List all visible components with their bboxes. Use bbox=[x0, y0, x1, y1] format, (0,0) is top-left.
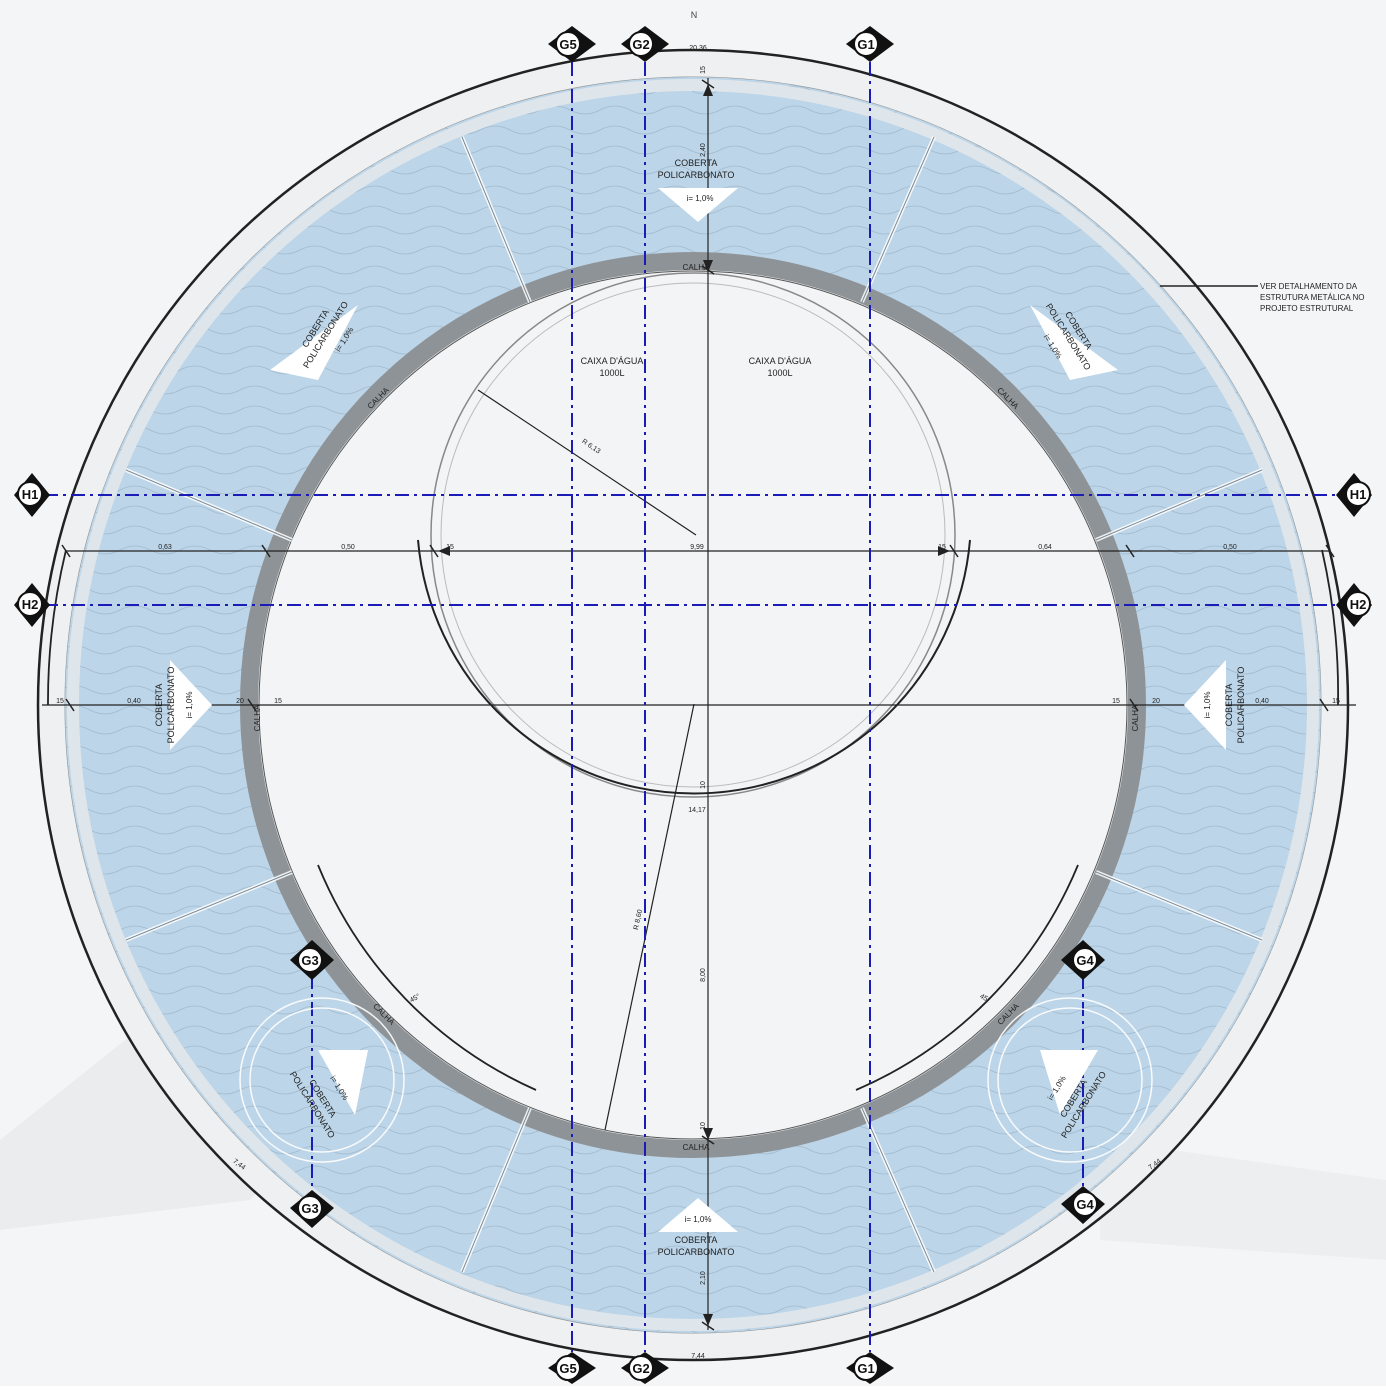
axis-label-g1-bottom: G1 bbox=[857, 1361, 874, 1376]
dim-040-right: 0,40 bbox=[1255, 698, 1269, 705]
roof-label-w-1: COBERTA bbox=[154, 684, 164, 727]
note-line-1: VER DETALHAMENTO DA bbox=[1260, 282, 1358, 291]
inner-arcs bbox=[47, 549, 1339, 1091]
dim-20-left: 20 bbox=[236, 698, 244, 705]
tank-label-right-1: CAIXA D'ÁGUA bbox=[749, 356, 812, 366]
roof-label-bottom-2: POLICARBONATO bbox=[658, 1247, 735, 1257]
axis-label-g4-top: G4 bbox=[1076, 953, 1094, 968]
slope-label-top: i= 1,0% bbox=[687, 194, 714, 203]
gutter-label-bottom: CALHA bbox=[683, 1143, 710, 1152]
dim-15-mid-left: 15 bbox=[274, 698, 282, 705]
dim-15-far-right: 15 bbox=[1332, 698, 1340, 705]
axis-label-g5-bottom: G5 bbox=[559, 1361, 576, 1376]
dim-v-15-top: 15 bbox=[700, 66, 707, 74]
structural-note: VER DETALHAMENTO DA ESTRUTURA METÁLICA N… bbox=[1160, 282, 1364, 313]
grid-axes bbox=[44, 62, 1342, 1352]
axis-marker-g5-bottom bbox=[548, 1352, 596, 1384]
axis-marker-g2-bottom bbox=[621, 1352, 669, 1384]
axis-marker-g1-top bbox=[846, 26, 894, 62]
dim-v-240: 2,40 bbox=[700, 143, 707, 157]
axis-marker-h2-right bbox=[1336, 583, 1372, 627]
axis-label-h2-right: H2 bbox=[1350, 597, 1367, 612]
dimension-lines bbox=[42, 78, 1356, 1330]
axis-label-h1-left: H1 bbox=[22, 487, 39, 502]
axis-marker-g5-top bbox=[548, 26, 596, 62]
dim-15-right: 15 bbox=[938, 544, 946, 551]
roof-label-top-2: POLICARBONATO bbox=[658, 170, 735, 180]
axis-marker-g4-bottom bbox=[1061, 1186, 1105, 1224]
dim-15-mid-right: 15 bbox=[1112, 698, 1120, 705]
axis-marker-g4-top bbox=[1061, 940, 1105, 980]
tank-label-left-2: 1000L bbox=[599, 368, 624, 378]
gutter-label-top: CALHA bbox=[683, 263, 710, 272]
axis-label-g2-bottom: G2 bbox=[632, 1361, 649, 1376]
gutter-label-w: CALHA bbox=[253, 704, 262, 731]
dim-bottom-arc: 7,44 bbox=[691, 1353, 705, 1360]
top-mark: N bbox=[691, 10, 698, 20]
axis-marker-g3-bottom bbox=[290, 1190, 334, 1228]
axis-label-g3-top: G3 bbox=[301, 953, 318, 968]
note-line-2: ESTRUTURA METÁLICA NO bbox=[1260, 293, 1364, 302]
axis-marker-g1-bottom bbox=[846, 1352, 894, 1384]
dim-right-050: 0,50 bbox=[1223, 544, 1237, 551]
axis-label-g3-bottom: G3 bbox=[301, 1201, 318, 1216]
water-tank-labels: CAIXA D'ÁGUA 1000L CAIXA D'ÁGUA 1000L bbox=[581, 356, 812, 378]
dim-15-far-left: 15 bbox=[56, 698, 64, 705]
axis-marker-g2-top bbox=[621, 26, 669, 62]
slope-arrows bbox=[170, 188, 1226, 1232]
roof-label-bottom-1: COBERTA bbox=[675, 1235, 718, 1245]
roof-label-e-2: POLICARBONATO bbox=[1236, 667, 1246, 744]
dim-right-064: 0,64 bbox=[1038, 544, 1052, 551]
dim-top-arc: 20,36 bbox=[689, 45, 707, 52]
axis-marker-g3-top bbox=[290, 940, 334, 980]
arrowheads bbox=[438, 84, 950, 1326]
water-tank-outline bbox=[417, 272, 971, 798]
axis-label-g5-top: G5 bbox=[559, 37, 576, 52]
dim-040-left: 0,40 bbox=[127, 698, 141, 705]
roof-label-e-1: COBERTA bbox=[1224, 684, 1234, 727]
axis-label-g4-bottom: G4 bbox=[1076, 1197, 1094, 1212]
axis-label-h2-left: H2 bbox=[22, 597, 39, 612]
dim-15-left: 15 bbox=[446, 544, 454, 551]
axis-label-h1-right: H1 bbox=[1350, 487, 1367, 502]
dim-v-10-bottom: 10 bbox=[700, 1122, 707, 1130]
dim-v-210: 2,10 bbox=[700, 1271, 707, 1285]
slope-label-bottom: i= 1,0% bbox=[685, 1215, 712, 1224]
slope-label-e: i= 1,0% bbox=[1203, 692, 1212, 719]
roof-segment-outlines bbox=[125, 136, 1263, 1273]
axis-labels: G5 G2 G1 G5 G2 G1 H1 H2 H1 H2 G3 G3 G4 G… bbox=[22, 37, 1367, 1376]
axis-marker-h2-left bbox=[14, 583, 50, 627]
dim-left-050: 0,50 bbox=[341, 544, 355, 551]
slope-label-w: i= 1,0% bbox=[185, 692, 194, 719]
axis-markers bbox=[14, 26, 1372, 1384]
gutter-label-e: CALHA bbox=[1131, 704, 1140, 731]
column-rings bbox=[239, 997, 1153, 1163]
tank-label-left-1: CAIXA D'ÁGUA bbox=[581, 356, 644, 366]
dim-center: 9,99 bbox=[690, 544, 704, 551]
dim-left-063: 0,63 bbox=[158, 544, 172, 551]
dim-v-800: 8,00 bbox=[700, 968, 707, 982]
dim-v-10-mid: 10 bbox=[700, 781, 707, 789]
roof-label-w-2: POLICARBONATO bbox=[166, 667, 176, 744]
roof-label-top-1: COBERTA bbox=[675, 158, 718, 168]
dim-radius-main: R 8,60 bbox=[633, 909, 644, 931]
tank-label-right-2: 1000L bbox=[767, 368, 792, 378]
axis-marker-h1-left bbox=[14, 473, 50, 517]
note-line-3: PROJETO ESTRUTURAL bbox=[1260, 304, 1354, 313]
dim-arc-14: 14,17 bbox=[688, 807, 706, 814]
dim-20-right: 20 bbox=[1152, 698, 1160, 705]
axis-label-g1-top: G1 bbox=[857, 37, 874, 52]
axis-label-g2-top: G2 bbox=[632, 37, 649, 52]
axis-marker-h1-right bbox=[1336, 473, 1372, 517]
